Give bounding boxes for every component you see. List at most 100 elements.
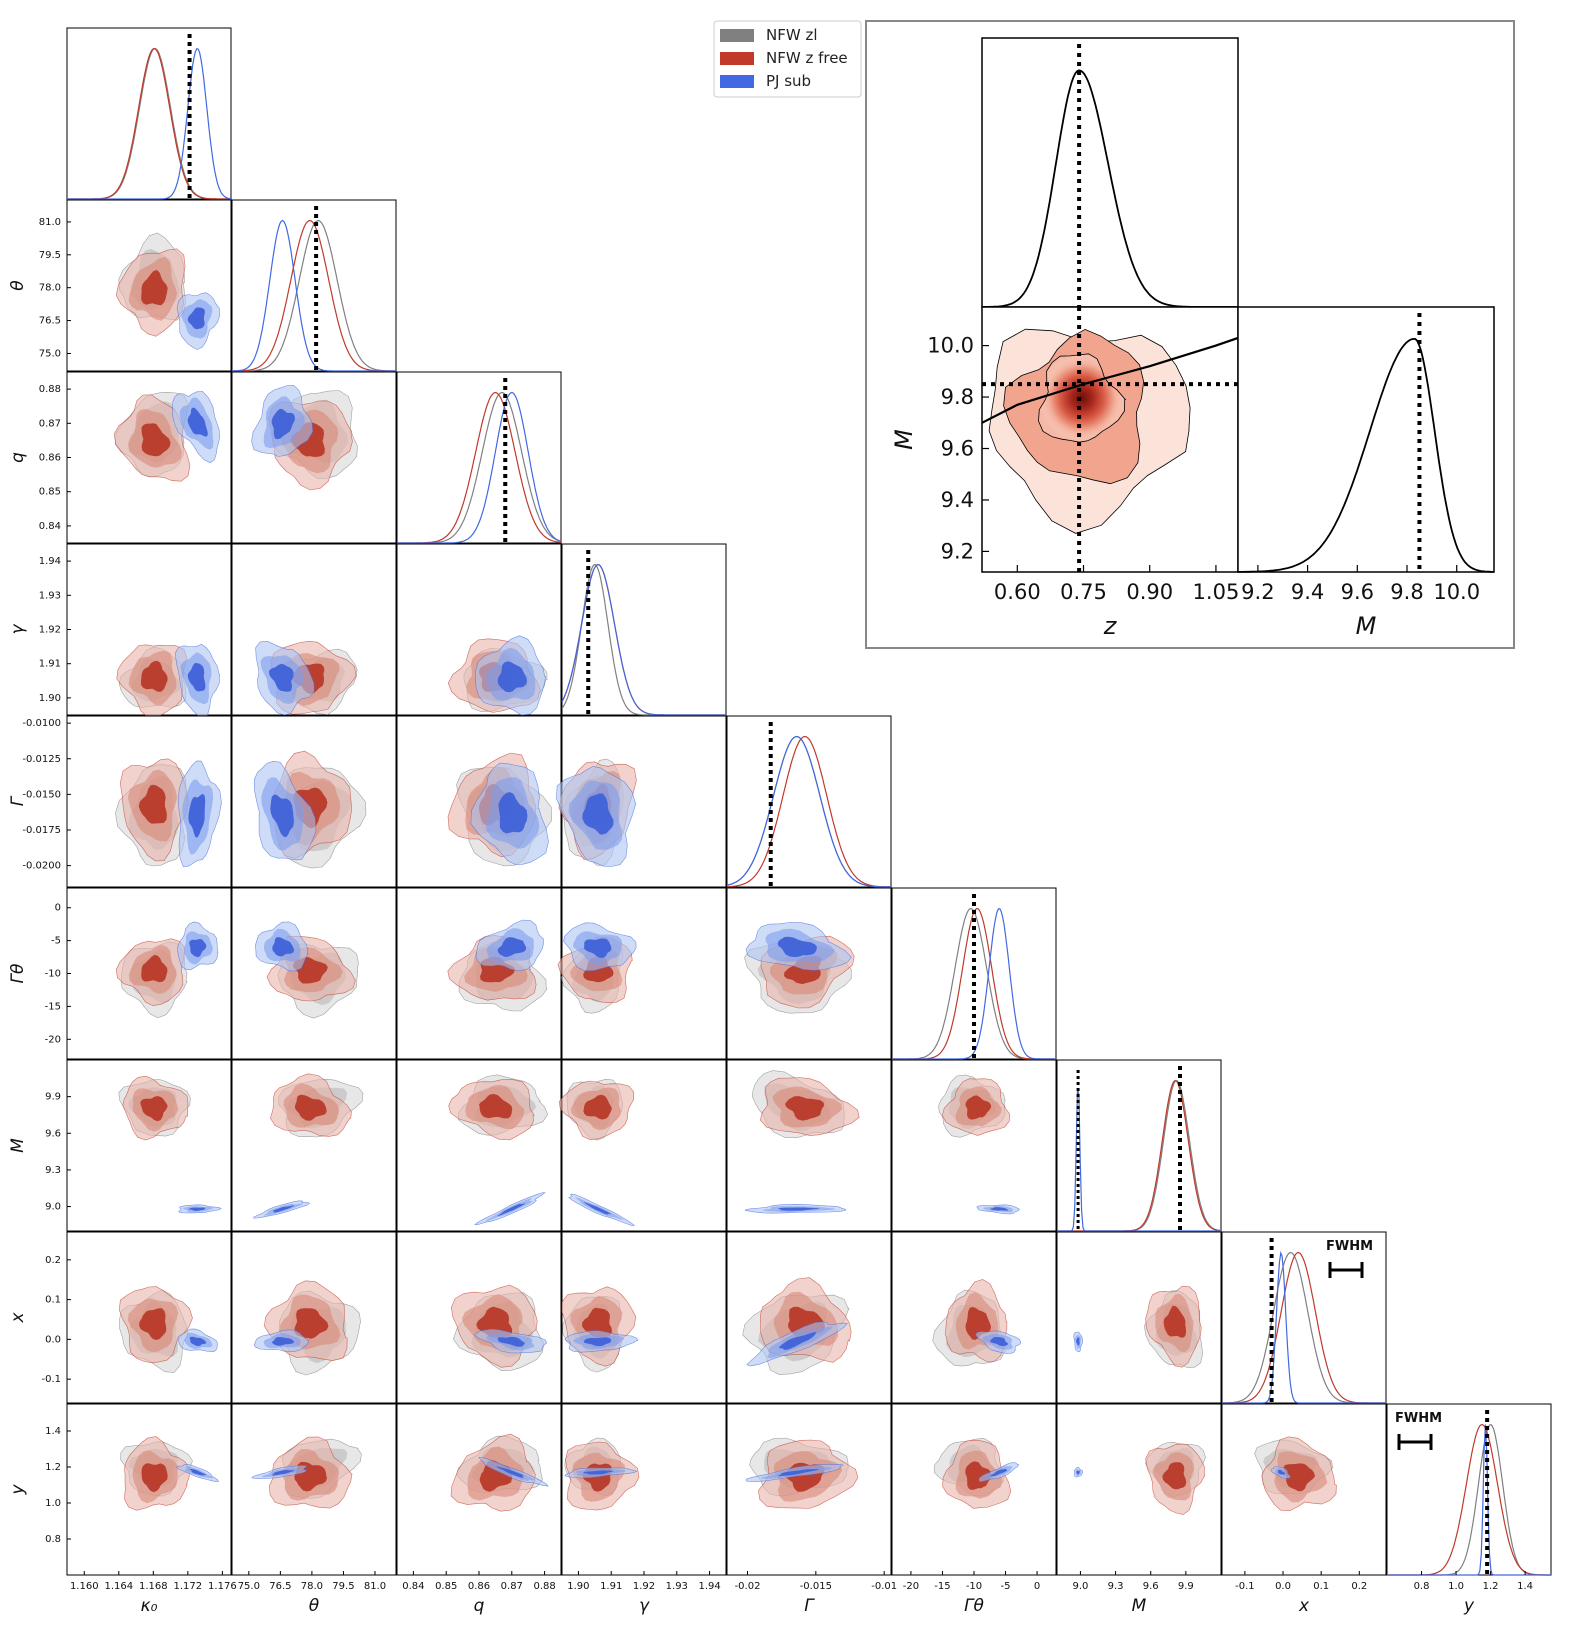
legend: NFW zl NFW z free PJ sub <box>713 20 862 98</box>
ytick-label: 0.0 <box>45 1334 61 1345</box>
xtick-label: 79.5 <box>332 1581 354 1592</box>
xtick-label: 1.94 <box>698 1581 720 1592</box>
xlabel-Gamma_theta: Γθ <box>964 1596 984 1616</box>
panel-Gamma-kappa0: -0.0100 -0.0125 -0.0150 -0.0175 -0.0200 Γ <box>8 715 232 888</box>
contour-inner-nfw-z-free <box>139 1308 167 1340</box>
xtick-label: 0.88 <box>533 1581 555 1592</box>
xtick-label: 1.160 <box>70 1581 99 1592</box>
inset-xtick-label: 0.60 <box>994 580 1041 604</box>
panel-Gamma_theta-Gamma_theta <box>891 887 1057 1060</box>
xlabel-q: q <box>474 1596 485 1616</box>
xtick-label: 0.2 <box>1351 1581 1367 1592</box>
ytick-label: 0.8 <box>45 1534 61 1545</box>
legend-label-nfw-z-free: NFW z free <box>766 49 848 67</box>
panel-M-kappa0: 9.9 9.6 9.3 9.0 M <box>8 1059 232 1232</box>
panel-M-theta <box>231 1059 397 1232</box>
panel-M-gamma <box>558 1059 727 1232</box>
panel-Gamma-Gamma <box>726 715 892 888</box>
xtick-label: 9.3 <box>1108 1581 1124 1592</box>
contour-inner-pj-sub <box>1076 1470 1080 1475</box>
ytick-label: 1.90 <box>39 693 61 704</box>
xtick-label: 1.172 <box>174 1581 203 1592</box>
panel-Gamma_theta-gamma <box>557 887 727 1060</box>
xtick-label: 1.2 <box>1483 1581 1499 1592</box>
inset-xtick-label: 9.2 <box>1241 580 1274 604</box>
hist-line-pj-sub <box>1222 1250 1386 1404</box>
contour-inner-pj-sub <box>271 408 295 440</box>
contour-inner-nfw-z-free <box>785 1096 825 1121</box>
xtick-label: 0.86 <box>468 1581 490 1592</box>
xtick-label: 0.1 <box>1313 1581 1329 1592</box>
panel-x-x: FWHM <box>1221 1231 1387 1404</box>
inset-ytick-label: 9.2 <box>941 539 974 563</box>
contour-inner-nfw-z-free <box>1163 1305 1187 1338</box>
panel-Gamma_theta-kappa0: 0 -5 -10 -15 -20 Γθ <box>8 887 232 1060</box>
ytick-label: 9.3 <box>45 1165 61 1176</box>
xtick-label: 9.9 <box>1178 1581 1194 1592</box>
inset-degeneracy-curve <box>981 336 1239 424</box>
ytick-label: 1.92 <box>39 625 61 636</box>
legend-swatch-nfw-zl <box>720 29 754 42</box>
contour-inner-pj-sub <box>1277 1469 1285 1475</box>
panel-frame <box>1056 1403 1222 1576</box>
ytick-label: 1.4 <box>45 1426 61 1437</box>
contour-inner-nfw-z-free <box>479 1093 513 1119</box>
xtick-label: 1.168 <box>139 1581 168 1592</box>
xtick-label: 0.87 <box>501 1581 523 1592</box>
panel-frame <box>231 199 397 372</box>
xtick-label: 0 <box>1034 1581 1040 1592</box>
xtick-label: 76.5 <box>269 1581 291 1592</box>
inset-xtick-label: 10.0 <box>1433 580 1480 604</box>
contour-inner-pj-sub <box>188 1207 206 1211</box>
contour-inner-pj-sub <box>270 794 294 838</box>
hist-line-nfw-z-free <box>727 735 891 888</box>
contour-inner-pj-sub <box>498 792 528 834</box>
xtick-label: -20 <box>903 1581 919 1592</box>
ylabel-Gamma_theta: Γθ <box>8 963 28 983</box>
ytick-label: 0 <box>55 903 61 914</box>
panel-kappa0-kappa0 <box>66 27 232 200</box>
contour-inner-nfw-z-free <box>294 1308 329 1339</box>
xtick-label: 1.4 <box>1517 1581 1533 1592</box>
panel-Gamma-theta <box>231 715 397 888</box>
contour-inner-pj-sub <box>777 1469 819 1477</box>
ylabel-Gamma: Γ <box>8 795 28 806</box>
contour-inner-nfw-z-free <box>1162 1462 1187 1490</box>
xtick-label: 1.91 <box>600 1581 622 1592</box>
xtick-label: 9.0 <box>1072 1581 1088 1592</box>
inset-ylabel-m: M <box>890 429 918 450</box>
hist-line-pj-sub <box>892 908 1056 1060</box>
ytick-label: 9.0 <box>45 1202 61 1213</box>
legend-swatch-pj-sub <box>720 75 754 88</box>
panel-Gamma_theta-Gamma <box>726 887 892 1060</box>
contour-inner-pj-sub <box>189 939 207 958</box>
hist-line-pj-sub <box>726 735 892 888</box>
ytick-label: 1.2 <box>45 1462 61 1473</box>
panel-gamma-gamma <box>561 543 727 716</box>
xtick-label: 1.90 <box>567 1581 589 1592</box>
xtick-label: 1.164 <box>104 1581 133 1592</box>
xtick-label: 9.6 <box>1143 1581 1159 1592</box>
panel-theta-kappa0: 75.0 76.5 78.0 79.5 81.0 θ <box>8 199 232 372</box>
contour-inner-pj-sub <box>187 307 205 330</box>
ylabel-x: x <box>8 1312 28 1324</box>
contour-inner-pj-sub <box>497 1336 525 1347</box>
inset-xtick-label: 9.6 <box>1341 580 1374 604</box>
contour-inner-pj-sub <box>583 1470 614 1475</box>
ytick-label: 0.87 <box>39 418 61 429</box>
contour-inner-nfw-z-free <box>582 1307 612 1339</box>
xtick-label: 81.0 <box>364 1581 386 1592</box>
contour-inner-pj-sub <box>271 1337 294 1346</box>
ytick-label: -0.0200 <box>22 861 61 872</box>
contour-inner-pj-sub <box>189 1336 207 1347</box>
ytick-label: 1.93 <box>39 590 61 601</box>
panel-gamma-kappa0: 1.90 1.91 1.92 1.93 1.94 γ <box>8 543 232 719</box>
contour-inner-pj-sub <box>582 793 614 835</box>
xtick-label: 1.0 <box>1448 1581 1464 1592</box>
panel-y-Gamma_theta: -20 -15 -10 -5 0 Γθ <box>891 1403 1057 1616</box>
ytick-label: 0.85 <box>39 487 61 498</box>
ytick-label: -15 <box>45 1001 61 1012</box>
inset-ytick-label: 9.6 <box>941 437 974 461</box>
